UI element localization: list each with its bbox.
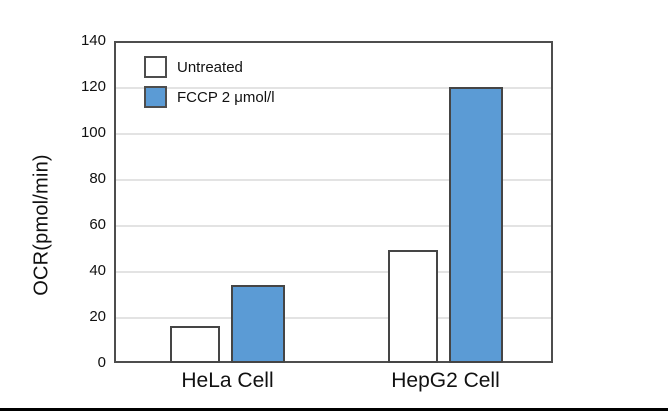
gridline-60 bbox=[116, 225, 551, 227]
legend-swatch-icon bbox=[144, 56, 167, 78]
y-tick-label-80: 80 bbox=[89, 170, 106, 187]
plot-area bbox=[114, 41, 553, 363]
legend-item-fccp-2-μmol/l: FCCP 2 μmol/l bbox=[144, 86, 275, 108]
gridline-100 bbox=[116, 133, 551, 135]
y-tick-label-120: 120 bbox=[80, 78, 106, 95]
bottom-border-line bbox=[0, 408, 668, 411]
legend-label: Untreated bbox=[177, 58, 243, 76]
gridline-40 bbox=[116, 271, 551, 273]
bar-hepg2-cell-untreated bbox=[387, 250, 438, 363]
y-tick-label-140: 140 bbox=[80, 32, 106, 49]
y-tick-label-0: 0 bbox=[97, 354, 106, 371]
y-tick-label-20: 20 bbox=[89, 308, 106, 325]
legend-label: FCCP 2 μmol/l bbox=[177, 88, 275, 106]
y-axis-title: OCR(pmol/min) bbox=[30, 154, 53, 296]
bar-hepg2-cell-fccp-2-μmol/l bbox=[448, 87, 503, 363]
x-label-hela-cell: HeLa Cell bbox=[181, 369, 274, 392]
y-tick-label-40: 40 bbox=[89, 262, 106, 279]
y-tick-label-60: 60 bbox=[89, 216, 106, 233]
gridline-20 bbox=[116, 317, 551, 319]
bar-hela-cell-untreated bbox=[169, 326, 220, 363]
legend-item-untreated: Untreated bbox=[144, 56, 275, 78]
y-tick-label-100: 100 bbox=[80, 124, 106, 141]
bar-hela-cell-fccp-2-μmol/l bbox=[230, 284, 285, 363]
gridline-80 bbox=[116, 179, 551, 181]
legend-swatch-icon bbox=[144, 86, 167, 108]
legend: Untreated FCCP 2 μmol/l bbox=[144, 56, 275, 108]
gridline-120 bbox=[116, 87, 551, 89]
x-label-hepg2-cell: HepG2 Cell bbox=[391, 369, 500, 392]
